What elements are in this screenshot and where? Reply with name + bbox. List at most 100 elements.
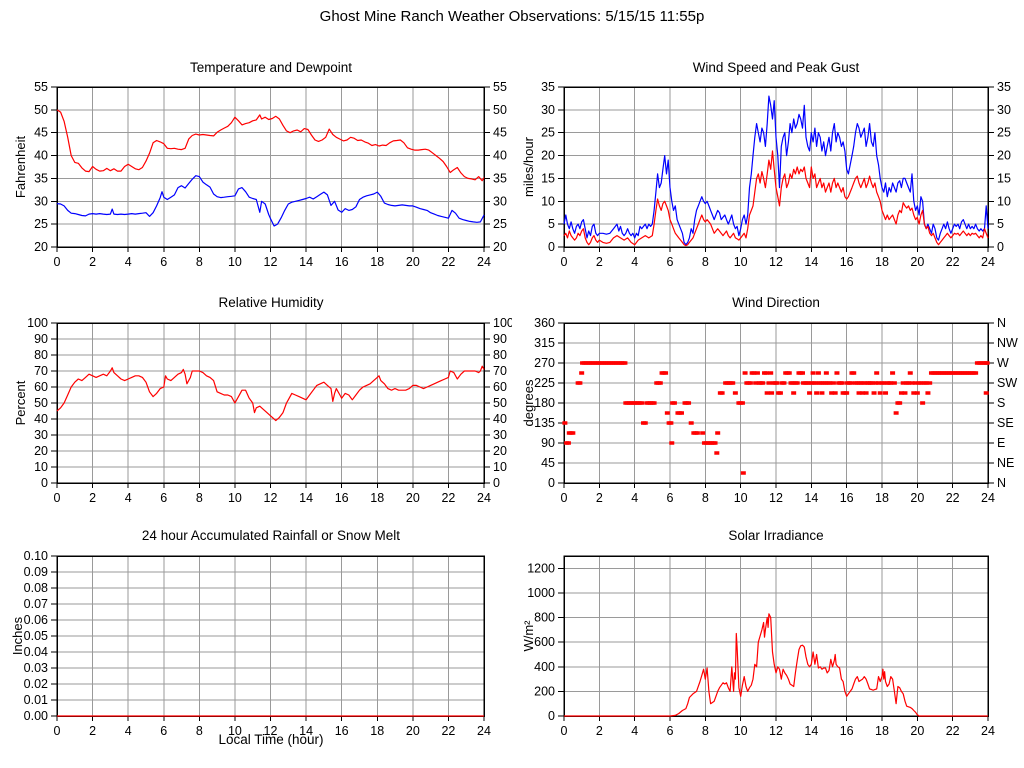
svg-text:14: 14 xyxy=(804,491,818,505)
svg-text:0: 0 xyxy=(997,240,1004,254)
svg-text:0: 0 xyxy=(548,709,555,723)
svg-text:40: 40 xyxy=(493,412,507,426)
svg-text:100: 100 xyxy=(493,316,512,330)
svg-text:2: 2 xyxy=(89,255,96,269)
svg-text:10: 10 xyxy=(34,460,48,474)
svg-text:6: 6 xyxy=(667,491,674,505)
svg-text:600: 600 xyxy=(534,635,555,649)
svg-text:8: 8 xyxy=(702,724,709,738)
svg-text:0.09: 0.09 xyxy=(24,565,48,579)
svg-text:16: 16 xyxy=(840,724,854,738)
svg-text:8: 8 xyxy=(702,491,709,505)
svg-text:0: 0 xyxy=(561,491,568,505)
svg-text:18: 18 xyxy=(370,491,384,505)
svg-text:10: 10 xyxy=(541,194,555,208)
svg-text:12: 12 xyxy=(769,724,783,738)
svg-text:14: 14 xyxy=(299,255,313,269)
svg-text:0: 0 xyxy=(54,255,61,269)
svg-text:10: 10 xyxy=(997,194,1011,208)
svg-text:70: 70 xyxy=(34,364,48,378)
svg-text:8: 8 xyxy=(196,724,203,738)
svg-text:2: 2 xyxy=(596,255,603,269)
svg-text:0: 0 xyxy=(54,724,61,738)
svg-text:35: 35 xyxy=(493,171,507,185)
chart-title-temperature-dewpoint: Temperature and Dewpoint xyxy=(189,60,353,75)
svg-text:0.04: 0.04 xyxy=(24,645,48,659)
svg-text:30: 30 xyxy=(541,103,555,117)
svg-text:10: 10 xyxy=(734,491,748,505)
svg-text:6: 6 xyxy=(160,491,167,505)
svg-text:14: 14 xyxy=(804,255,818,269)
svg-text:8: 8 xyxy=(196,255,203,269)
svg-text:16: 16 xyxy=(335,491,349,505)
svg-text:16: 16 xyxy=(840,491,854,505)
svg-text:18: 18 xyxy=(370,255,384,269)
svg-text:90: 90 xyxy=(34,332,48,346)
svg-text:SE: SE xyxy=(997,416,1014,430)
svg-text:0.08: 0.08 xyxy=(24,581,48,595)
svg-text:0: 0 xyxy=(548,476,555,490)
svg-text:80: 80 xyxy=(34,348,48,362)
svg-text:N: N xyxy=(997,316,1006,330)
svg-text:0: 0 xyxy=(41,476,48,490)
svg-text:0: 0 xyxy=(493,476,500,490)
svg-text:20: 20 xyxy=(493,444,507,458)
svg-text:0.05: 0.05 xyxy=(24,629,48,643)
svg-text:24: 24 xyxy=(981,724,995,738)
svg-text:W: W xyxy=(997,356,1009,370)
svg-text:18: 18 xyxy=(875,724,889,738)
svg-text:6: 6 xyxy=(160,255,167,269)
svg-text:20: 20 xyxy=(34,240,48,254)
svg-text:10: 10 xyxy=(734,255,748,269)
svg-text:0.10: 0.10 xyxy=(24,549,48,563)
svg-text:80: 80 xyxy=(493,348,507,362)
svg-text:30: 30 xyxy=(493,194,507,208)
svg-text:20: 20 xyxy=(997,149,1011,163)
svg-text:14: 14 xyxy=(299,491,313,505)
svg-text:20: 20 xyxy=(910,491,924,505)
svg-text:20: 20 xyxy=(406,724,420,738)
svg-text:6: 6 xyxy=(667,255,674,269)
svg-text:16: 16 xyxy=(335,255,349,269)
svg-text:5: 5 xyxy=(997,217,1004,231)
svg-text:E: E xyxy=(997,436,1005,450)
chart-title-rainfall: 24 hour Accumulated Rainfall or Snow Mel… xyxy=(141,528,401,543)
svg-text:14: 14 xyxy=(804,724,818,738)
svg-text:45: 45 xyxy=(34,126,48,140)
svg-text:4: 4 xyxy=(125,255,132,269)
svg-text:24: 24 xyxy=(477,491,491,505)
svg-text:12: 12 xyxy=(769,255,783,269)
svg-text:8: 8 xyxy=(702,255,709,269)
svg-text:70: 70 xyxy=(493,364,507,378)
svg-text:100: 100 xyxy=(27,316,48,330)
svg-text:0: 0 xyxy=(561,724,568,738)
chart-title-solar-irradiance: Solar Irradiance xyxy=(728,528,824,543)
x-axis-label-local-time: Local Time (hour) xyxy=(218,732,324,747)
svg-text:0: 0 xyxy=(548,240,555,254)
svg-text:14: 14 xyxy=(299,724,313,738)
svg-text:50: 50 xyxy=(493,396,507,410)
svg-text:270: 270 xyxy=(534,356,555,370)
svg-text:12: 12 xyxy=(264,491,278,505)
svg-text:4: 4 xyxy=(631,491,638,505)
svg-text:55: 55 xyxy=(34,80,48,94)
svg-text:90: 90 xyxy=(541,436,555,450)
svg-text:35: 35 xyxy=(541,80,555,94)
svg-text:15: 15 xyxy=(997,171,1011,185)
svg-text:35: 35 xyxy=(34,171,48,185)
svg-text:16: 16 xyxy=(840,255,854,269)
svg-text:0: 0 xyxy=(54,491,61,505)
svg-text:5: 5 xyxy=(548,217,555,231)
svg-text:22: 22 xyxy=(946,255,960,269)
svg-text:315: 315 xyxy=(534,336,555,350)
svg-text:0.07: 0.07 xyxy=(24,597,48,611)
svg-text:45: 45 xyxy=(493,126,507,140)
svg-text:0.01: 0.01 xyxy=(24,693,48,707)
svg-text:60: 60 xyxy=(34,380,48,394)
svg-text:NE: NE xyxy=(997,456,1014,470)
svg-text:4: 4 xyxy=(631,724,638,738)
svg-text:55: 55 xyxy=(493,80,507,94)
